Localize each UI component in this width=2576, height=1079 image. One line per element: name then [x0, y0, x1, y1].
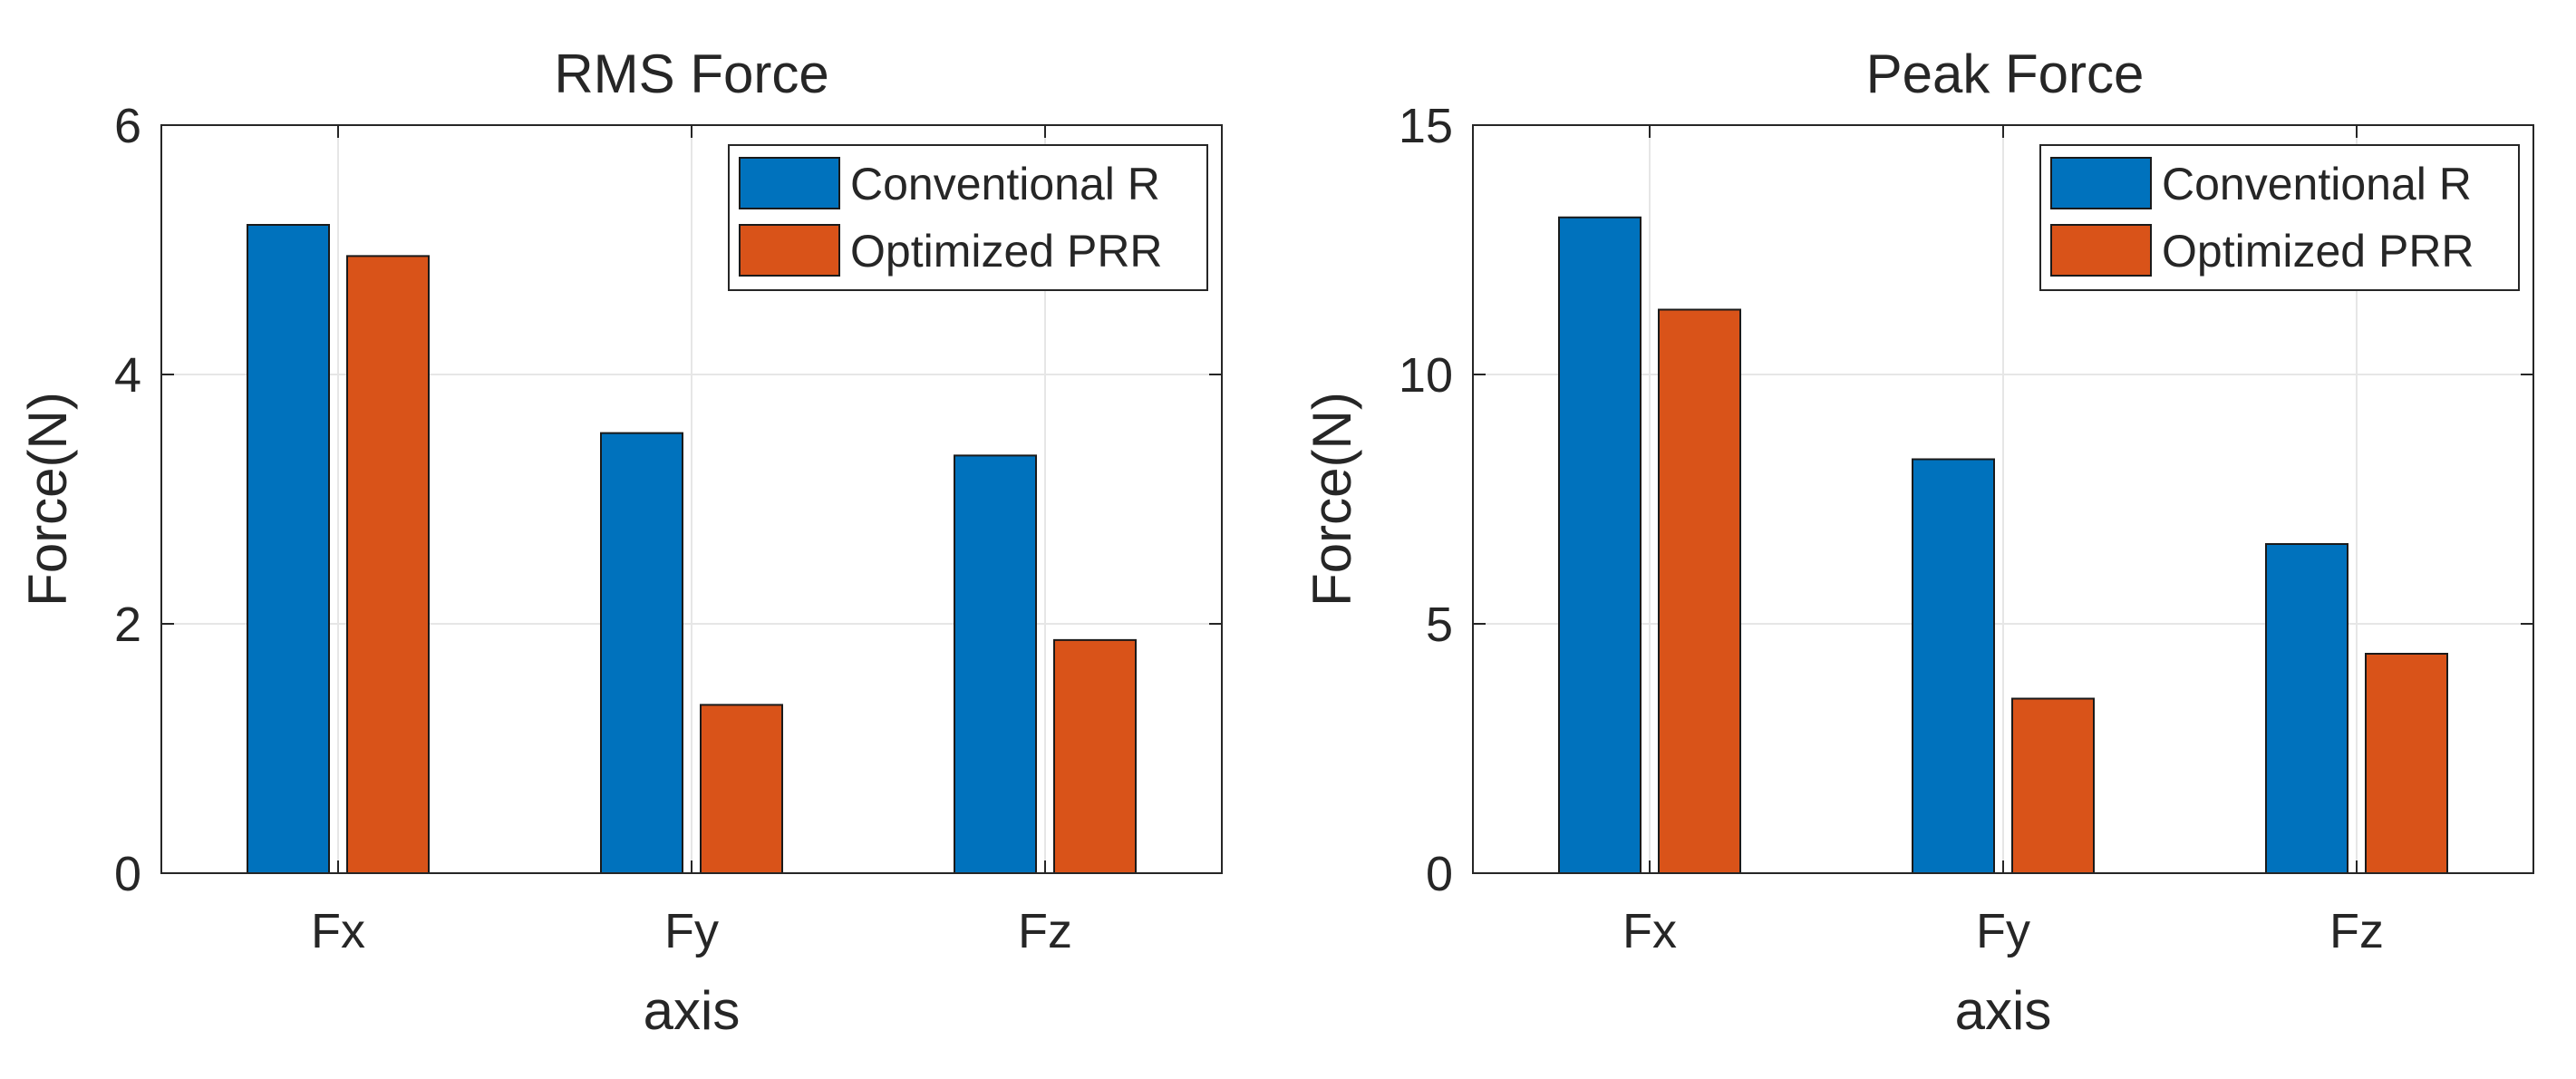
bar-conventional-r-fx: [247, 224, 330, 874]
legend-swatch-optimized-prr: [739, 224, 840, 277]
bar-optimized-prr-fy: [2011, 697, 2095, 874]
y-tick-label: 6: [114, 99, 141, 153]
x-tick-label-fy: Fy: [664, 904, 719, 958]
y-axis-label: Force(N): [17, 392, 78, 607]
legend-label-conventional-r: Conventional R: [2162, 159, 2472, 209]
y-axis-label: Force(N): [1302, 392, 1362, 607]
bar-conventional-r-fx: [1558, 216, 1641, 874]
bar-conventional-r-fz: [2265, 543, 2348, 874]
y-tick-label: 0: [114, 847, 141, 901]
y-tick-label: 2: [114, 598, 141, 652]
bar-conventional-r-fy: [600, 432, 683, 874]
legend-swatch-conventional-r: [739, 157, 840, 209]
bar-optimized-prr-fx: [1658, 308, 1741, 874]
chart-title: Peak Force: [1866, 44, 2145, 104]
legend-label-conventional-r: Conventional R: [850, 159, 1160, 209]
x-tick-label-fz: Fz: [1018, 904, 1072, 958]
legend-swatch-conventional-r: [2050, 157, 2152, 209]
x-axis-label: axis: [1955, 980, 2052, 1041]
legend-swatch-optimized-prr: [2050, 224, 2152, 277]
y-tick-label: 15: [1399, 99, 1453, 153]
legend-label-optimized-prr: Optimized PRR: [2162, 226, 2474, 277]
bar-optimized-prr-fz: [2365, 653, 2448, 874]
x-tick-label-fx: Fx: [1622, 904, 1677, 958]
x-axis-label: axis: [644, 980, 741, 1041]
x-tick-label-fz: Fz: [2329, 904, 2384, 958]
y-tick-label: 4: [114, 348, 141, 403]
bar-conventional-r-fz: [954, 454, 1037, 874]
bar-conventional-r-fy: [1912, 458, 1995, 874]
y-tick-label: 5: [1426, 598, 1453, 652]
rms-force-chart: 0 2 4 6 Fx Fy Fz RMS Force axis Force(N) Conventio…: [17, 44, 1223, 1041]
bar-optimized-prr-fz: [1053, 638, 1137, 874]
x-tick-label-fy: Fy: [1976, 904, 2030, 958]
y-tick-label: 10: [1399, 348, 1453, 403]
x-tick-label-fx: Fx: [311, 904, 365, 958]
y-tick-label: 0: [1426, 847, 1453, 901]
bar-optimized-prr-fx: [346, 255, 430, 874]
legend-label-optimized-prr: Optimized PRR: [850, 226, 1163, 277]
bar-optimized-prr-fy: [700, 704, 783, 874]
chart-title: RMS Force: [554, 44, 828, 104]
peak-force-chart: 0 5 10 15 Fx Fy Fz Peak Force axis Force(N) Conven…: [1302, 44, 2534, 1041]
